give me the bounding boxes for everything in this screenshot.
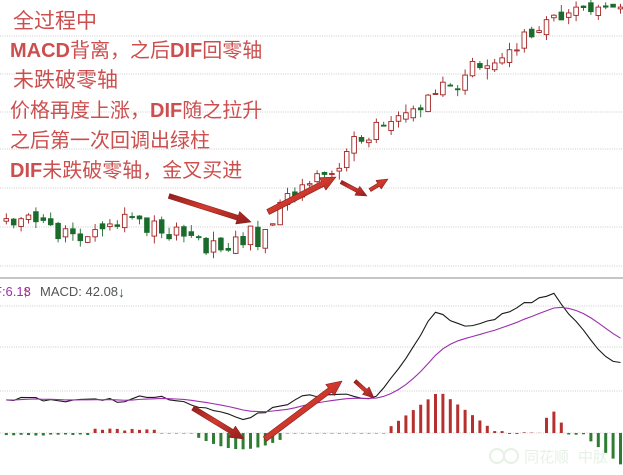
- svg-text:未跌破零轴: 未跌破零轴: [13, 69, 118, 92]
- svg-text:同花顺: 同花顺: [524, 449, 569, 466]
- svg-text:之后第一次回调出绿柱: 之后第一次回调出绿柱: [10, 129, 210, 152]
- svg-text:↓: ↓: [118, 284, 125, 300]
- svg-text:MACD: 42.08: MACD: 42.08: [40, 284, 118, 299]
- svg-text:↑: ↑: [22, 284, 30, 301]
- svg-text:MACD背离，之后DIF回零轴: MACD背离，之后DIF回零轴: [10, 39, 262, 62]
- svg-text:DIF未跌破零轴，金叉买进: DIF未跌破零轴，金叉买进: [10, 159, 242, 182]
- svg-text:中肽: 中肽: [578, 449, 608, 466]
- svg-text:全过程中: 全过程中: [13, 10, 97, 33]
- svg-text:价格再度上涨，DIF随之拉升: 价格再度上涨，DIF随之拉升: [10, 99, 262, 122]
